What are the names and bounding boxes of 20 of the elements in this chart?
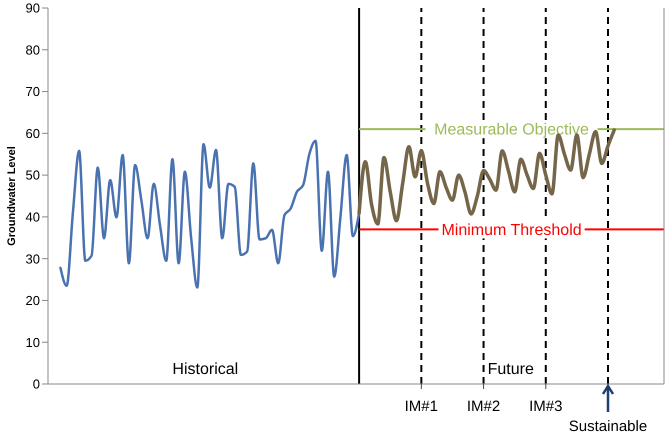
y-tick-label: 30 — [26, 251, 40, 266]
y-tick-label: 70 — [26, 84, 40, 100]
annotation: Historical — [172, 361, 238, 378]
x-tick-label: IM#3 — [529, 398, 562, 415]
y-tick-label: 60 — [26, 126, 40, 141]
ref-line-label: Minimum Threshold — [441, 222, 582, 239]
annotation: Future — [488, 361, 534, 378]
y-tick-label: 0 — [32, 376, 40, 392]
x-tick-label: IM#2 — [466, 398, 500, 415]
y-tick-label: 50 — [26, 168, 40, 183]
y-tick-label: 90 — [26, 0, 40, 16]
y-tick-label: 10 — [26, 334, 40, 350]
x-tick-label: Sustainable — [568, 418, 648, 435]
y-axis-title: Groundwater Level — [6, 146, 18, 246]
line-series — [59, 140, 360, 289]
y-tick-label: 80 — [26, 42, 40, 58]
x-tick-label: IM#1 — [404, 398, 438, 415]
ref-line-label: Measurable Objective — [434, 122, 590, 139]
y-tick-label: 20 — [26, 293, 40, 308]
y-tick-label: 40 — [26, 210, 40, 225]
